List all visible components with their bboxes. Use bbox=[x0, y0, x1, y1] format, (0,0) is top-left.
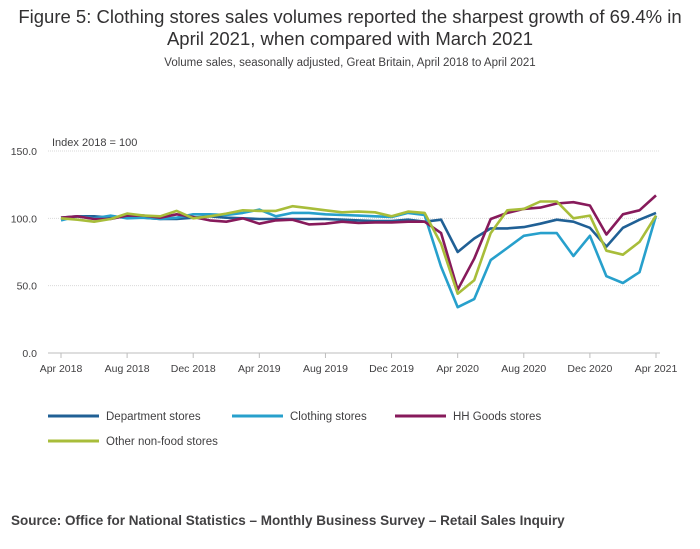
y-tick-label: 100.0 bbox=[11, 213, 37, 225]
series-line-clothing-stores bbox=[60, 208, 658, 309]
y-tick-label: 150.0 bbox=[11, 146, 37, 158]
y-tick-label: 50.0 bbox=[17, 281, 38, 293]
x-tick-label: Aug 2018 bbox=[105, 363, 150, 375]
x-tick-label: Aug 2019 bbox=[303, 363, 348, 375]
legend-item: HH Goods stores bbox=[395, 411, 541, 423]
y-axis-ticks: 0.0 50.0 100.0 150.0 bbox=[11, 146, 37, 360]
x-tick-label: Dec 2019 bbox=[369, 363, 414, 375]
x-tick-label: Dec 2020 bbox=[567, 363, 612, 375]
series-lines bbox=[60, 194, 658, 309]
chart-title: Figure 5: Clothing stores sales volumes … bbox=[18, 6, 682, 49]
legend-item: Department stores bbox=[48, 411, 201, 423]
x-tick-label: Apr 2020 bbox=[436, 363, 479, 375]
x-tick-label: Apr 2018 bbox=[40, 363, 83, 375]
gridlines bbox=[48, 150, 660, 354]
legend-item: Clothing stores bbox=[232, 411, 367, 423]
series-line-other-non-food-stores bbox=[60, 200, 658, 296]
x-tick-label: Apr 2021 bbox=[635, 363, 678, 375]
y-tick-label: 0.0 bbox=[22, 348, 37, 360]
legend-label: Department stores bbox=[106, 411, 201, 423]
legend-label: HH Goods stores bbox=[453, 411, 541, 423]
legend-item: Other non-food stores bbox=[48, 436, 218, 448]
line-chart: Index 2018 = 100 0.0 50.0 100.0 150.0 Apr 2… bbox=[11, 137, 678, 448]
legend-label: Clothing stores bbox=[290, 411, 367, 423]
series-line-hh-goods-stores bbox=[60, 194, 657, 292]
y-axis-label: Index 2018 = 100 bbox=[52, 137, 137, 149]
chart-subtitle: Volume sales, seasonally adjusted, Great… bbox=[164, 57, 536, 69]
x-tick-label: Apr 2019 bbox=[238, 363, 281, 375]
x-axis: Apr 2018 Aug 2018 Dec 2018 Apr 2019 Aug 2019… bbox=[40, 353, 678, 375]
x-tick-label: Aug 2020 bbox=[501, 363, 546, 375]
source-note: Source: Office for National Statistics –… bbox=[11, 513, 565, 528]
legend: Department stores Clothing stores HH Goods… bbox=[48, 411, 541, 448]
legend-label: Other non-food stores bbox=[106, 436, 218, 448]
x-tick-label: Dec 2018 bbox=[171, 363, 216, 375]
